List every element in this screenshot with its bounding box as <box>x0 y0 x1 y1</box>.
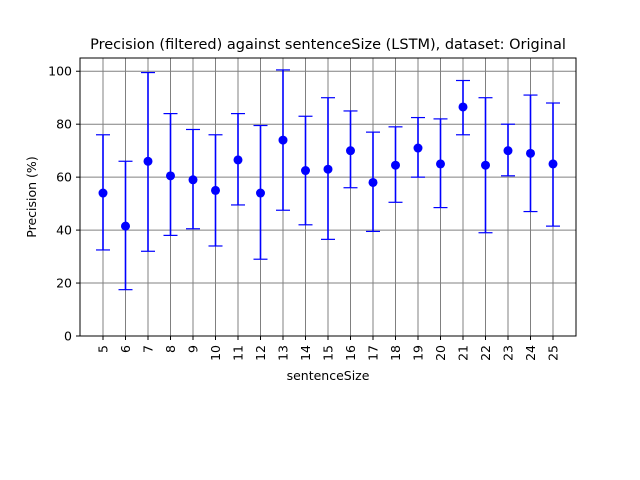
data-point <box>301 166 310 176</box>
data-point <box>121 221 130 231</box>
x-tick-label: 22 <box>478 345 493 361</box>
x-tick-label: 17 <box>366 345 381 361</box>
data-point <box>413 143 423 153</box>
x-tick-label: 9 <box>186 345 201 353</box>
data-point <box>368 177 378 187</box>
data-point <box>323 164 333 174</box>
y-tick-label: 60 <box>56 170 72 185</box>
data-point <box>526 148 535 158</box>
data-point <box>548 159 558 169</box>
data-point <box>458 102 468 112</box>
x-tick-label: 16 <box>343 345 358 361</box>
data-point <box>188 175 198 185</box>
chart-title: Precision (filtered) against sentenceSiz… <box>90 37 566 53</box>
x-axis-label: sentenceSize <box>287 368 370 383</box>
x-tick-label: 20 <box>433 345 448 361</box>
y-tick-label: 40 <box>56 223 72 238</box>
y-axis: 0 20 40 60 80 100 <box>48 64 80 344</box>
data-point <box>278 135 288 145</box>
x-tick-label: 25 <box>546 345 561 361</box>
x-tick-label: 6 <box>118 345 133 353</box>
x-tick-label: 14 <box>298 345 313 361</box>
data-point <box>98 188 108 198</box>
data-point <box>233 155 243 165</box>
x-tick-label: 15 <box>321 345 336 361</box>
data-point <box>391 160 400 170</box>
data-point <box>143 156 153 166</box>
y-tick-label: 0 <box>64 329 72 344</box>
x-tick-label: 23 <box>501 345 516 361</box>
x-tick-label: 19 <box>411 345 426 361</box>
y-tick-label: 20 <box>56 276 72 291</box>
data-point <box>481 160 490 170</box>
data-point <box>436 159 445 169</box>
data-points <box>98 102 558 231</box>
data-point <box>166 171 175 181</box>
x-tick-label: 7 <box>141 345 156 353</box>
data-point <box>503 146 513 156</box>
x-tick-label: 24 <box>523 345 538 361</box>
x-tick-label: 8 <box>163 345 178 353</box>
x-tick-label: 12 <box>253 345 268 361</box>
y-axis-label: Precision (%) <box>24 156 39 237</box>
x-tick-label: 5 <box>96 345 111 353</box>
data-point <box>256 188 265 198</box>
x-tick-label: 21 <box>456 345 471 361</box>
x-tick-label: 18 <box>388 345 403 361</box>
data-point <box>346 146 355 156</box>
y-tick-label: 100 <box>48 64 72 79</box>
x-tick-label: 13 <box>276 345 291 361</box>
y-tick-label: 80 <box>56 117 72 132</box>
x-tick-label: 11 <box>231 345 246 361</box>
x-tick-label: 10 <box>208 345 223 361</box>
x-axis: 5 6 7 8 9 10 11 12 13 14 15 16 17 18 19 20 21 22 23 24 25 <box>96 336 561 361</box>
data-point <box>211 185 220 195</box>
